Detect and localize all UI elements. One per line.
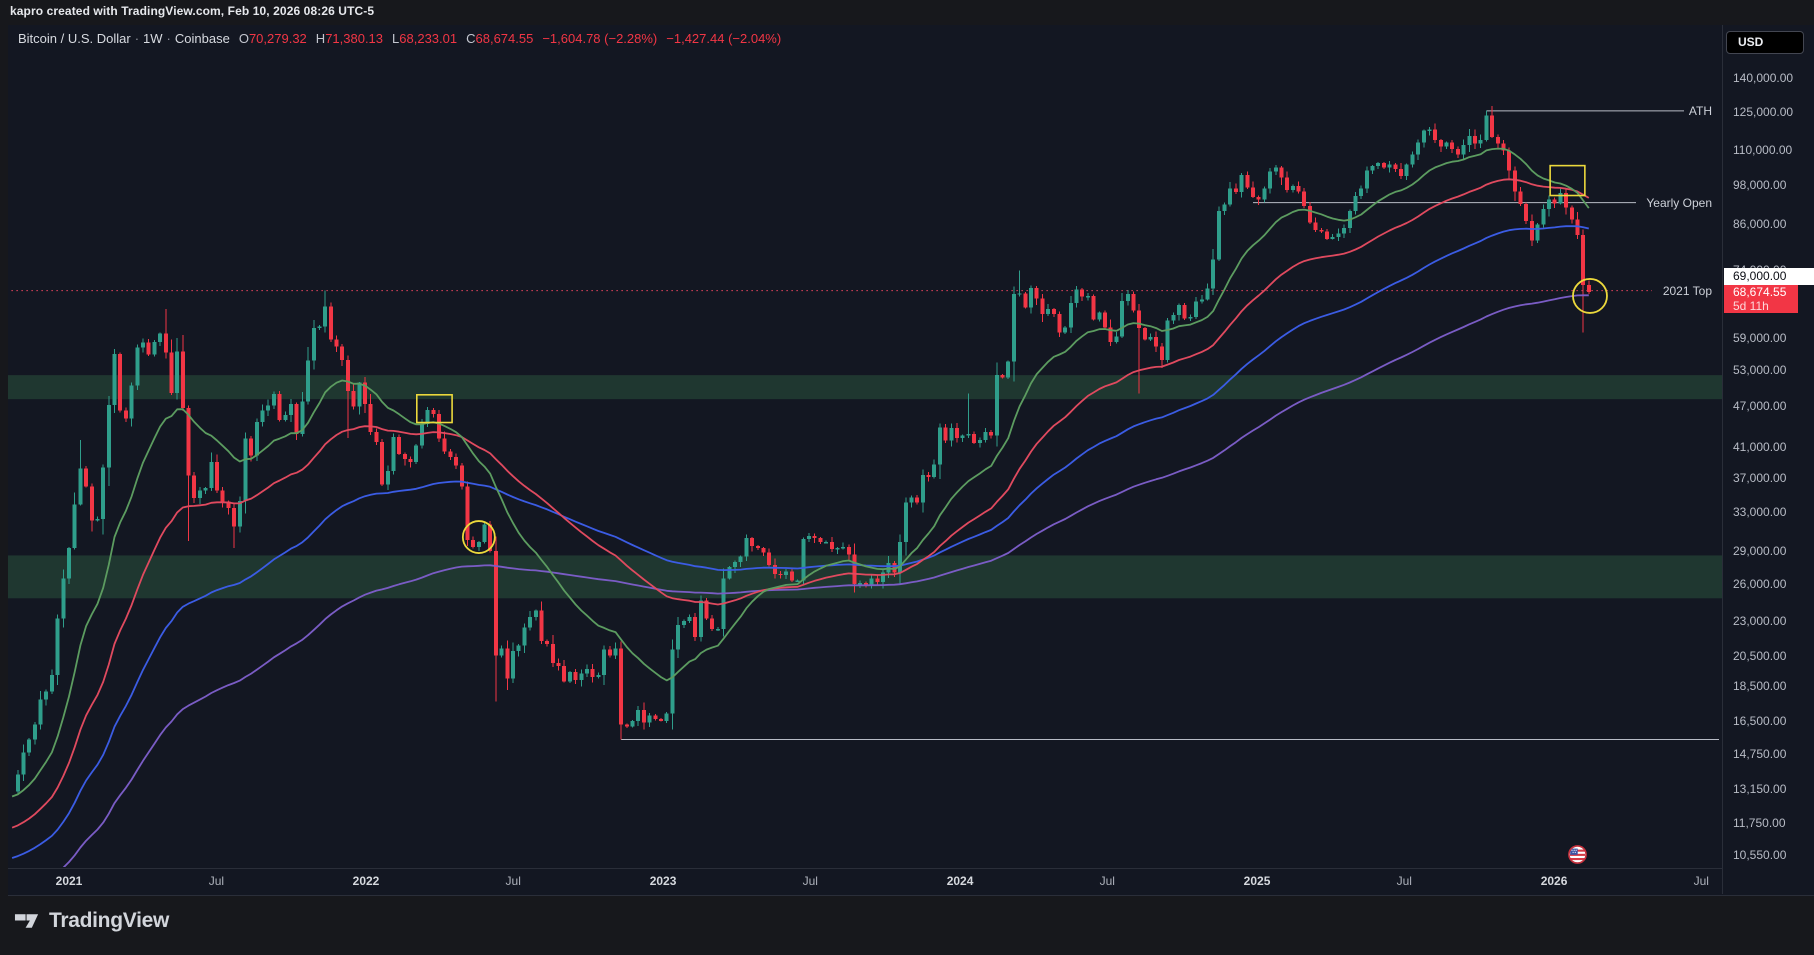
top-bar: kapro created with TradingView.com, Feb … [0,0,1814,25]
price-tick-label: 18,500.00 [1733,679,1787,694]
change-absolute: −1,604.78 (−2.28%) [542,31,658,46]
bar-countdown: 5d 11h [1733,299,1769,314]
price-tick-label: 13,150.00 [1733,781,1787,796]
time-axis-label: 2023 [649,874,677,888]
interval-label[interactable]: 1W [143,31,163,46]
time-axis[interactable]: 2021 Jul 2022 Jul 2023 Jul 2024 Jul 2025 Jul 2026 J… [8,868,1814,896]
price-tick-label: 125,000.00 [1733,105,1794,120]
price-tick-label: 29,000.00 [1733,544,1787,559]
price-tick-label: 23,000.00 [1733,613,1787,628]
tradingview-logo[interactable]: TradingView [14,907,169,934]
exchange-label[interactable]: Coinbase [174,31,230,46]
price-tick-label: 98,000.00 [1733,178,1787,193]
price-tick-label: 10,550.00 [1733,848,1787,863]
price-tick-label: 26,000.00 [1733,577,1787,592]
time-axis-label: Jul [1099,874,1115,888]
time-axis-label: 2021 [55,874,83,888]
time-axis-label: Jul [208,874,225,888]
chart-pane-background [8,25,1722,868]
time-axis-label: 2022 [352,874,380,888]
tradingview-logo-icon [14,914,39,928]
price-tick-label: 20,500.00 [1733,648,1787,663]
currency-usd-button[interactable]: USD [1726,31,1804,54]
time-axis-label: 2024 [946,874,974,888]
tradingview-logo-text: TradingView [49,908,170,932]
close-key: C [466,31,476,46]
watermark-text: kapro created with TradingView.com, Feb … [10,4,375,18]
time-axis-label: Jul [505,874,521,888]
top-2021-line-label[interactable]: 2021 Top [1662,283,1712,298]
price-tick-label: 16,500.00 [1733,713,1787,728]
symbol-legend: Bitcoin / U.S. Dollar · 1W · Coinbase O70,279… [18,31,782,46]
open-value: 70,279.32 [248,31,307,46]
yearly-open-line-label[interactable]: Yearly Open [1646,195,1712,210]
low-key: L [392,31,400,46]
change-percent: −1,427.44 (−2.04%) [666,31,782,46]
price-axis[interactable]: USD 140,000.00 125,000.00 110,000.00 98,000… [1722,25,1814,894]
time-axis-label: Jul [1396,874,1412,888]
time-axis-label: 2026 [1540,874,1568,888]
price-tick-label: 14,750.00 [1733,747,1787,762]
close-value: 68,674.55 [475,31,534,46]
time-axis-label: 2025 [1243,874,1271,888]
price-tick-label: 37,000.00 [1733,471,1787,486]
us-flag-icon[interactable] [1568,844,1587,864]
price-tick-label: 47,000.00 [1733,399,1787,414]
time-axis-label: Jul [802,874,818,888]
line-price-axis-label: 69,000.00 [1724,268,1814,286]
symbol-name[interactable]: Bitcoin / U.S. Dollar [18,31,131,46]
high-value: 71,380.13 [325,31,384,46]
price-tick-label: 11,750.00 [1733,815,1786,830]
ath-line-label[interactable]: ATH [1688,103,1712,118]
price-tick-label: 33,000.00 [1733,505,1787,520]
time-axis-label: Jul [1693,874,1709,888]
high-key: H [315,31,326,46]
low-value: 68,233.01 [399,31,458,46]
price-tick-label: 41,000.00 [1733,440,1787,455]
price-tick-label: 140,000.00 [1733,71,1794,85]
bottom-bar: TradingView [0,895,1814,955]
last-price-value: 68,674.55 [1733,285,1787,300]
open-key: O [238,31,249,46]
price-tick-label: 53,000.00 [1733,362,1787,377]
price-tick-label: 110,000.00 [1733,143,1793,158]
last-price-axis-label: 68,674.55 5d 11h [1724,285,1798,314]
price-tick-label: 59,000.00 [1733,330,1787,345]
price-tick-label: 86,000.00 [1733,217,1787,232]
